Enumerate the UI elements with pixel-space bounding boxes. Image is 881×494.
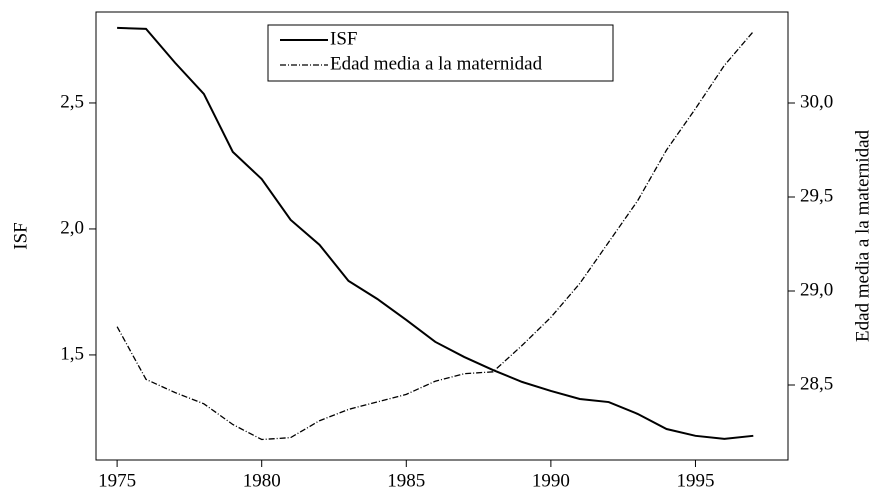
x-tick-label: 1975 bbox=[98, 470, 136, 491]
plot-frame bbox=[95, 11, 789, 461]
y-tick-label: 1,5 bbox=[60, 343, 84, 364]
y2-axis-label: Edad media a la maternidad bbox=[852, 129, 873, 342]
x-tick-label: 1980 bbox=[243, 470, 281, 491]
y2-tick-label: 30,0 bbox=[800, 91, 833, 112]
y2-tick-label: 29,0 bbox=[800, 279, 833, 300]
legend-label: Edad media a la maternidad bbox=[330, 53, 543, 74]
y-axis-label: ISF bbox=[10, 222, 31, 249]
y-tick-label: 2,0 bbox=[60, 217, 84, 238]
legend-box bbox=[267, 24, 614, 82]
y-tick-label: 2,5 bbox=[60, 91, 84, 112]
y2-tick-label: 28,5 bbox=[800, 373, 833, 394]
x-tick-label: 1995 bbox=[676, 470, 714, 491]
x-tick-label: 1985 bbox=[387, 470, 425, 491]
data-line bbox=[116, 31, 754, 441]
data-line bbox=[117, 26, 754, 440]
x-tick-label: 1990 bbox=[532, 470, 570, 491]
legend-label: ISF bbox=[330, 28, 357, 49]
y2-tick-label: 29,5 bbox=[800, 185, 833, 206]
